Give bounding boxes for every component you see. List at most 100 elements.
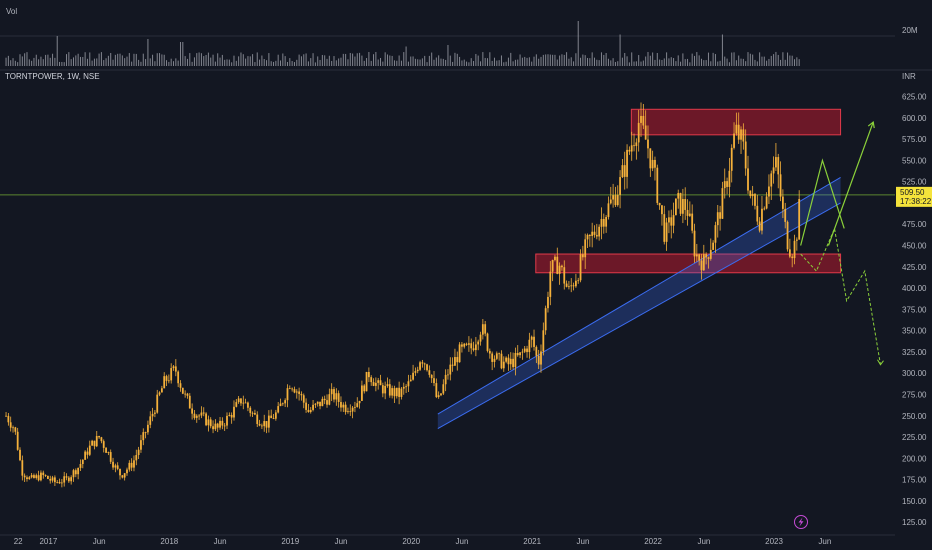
candle-body: [202, 412, 205, 414]
volume-bar: [591, 52, 593, 66]
candle-body: [235, 402, 238, 407]
candle-body: [240, 398, 242, 404]
volume-bar: [791, 55, 793, 66]
volume-bar: [259, 59, 261, 66]
volume-bar: [752, 54, 754, 66]
candle-body: [137, 449, 140, 456]
candle-body: [688, 213, 691, 216]
volume-bar: [707, 52, 709, 66]
candle-body: [151, 413, 154, 417]
candle-body: [747, 168, 749, 191]
candle-body: [644, 125, 647, 140]
volume-bar: [126, 56, 128, 66]
candle-body: [551, 260, 554, 272]
time-axis[interactable]: 22 2017 Jun 2018 Jun 2019 Jun 2020 Jun 2021 Jun 202…: [0, 534, 895, 546]
candle-body: [714, 225, 717, 243]
candle-body: [158, 392, 161, 395]
volume-bar: [228, 59, 230, 66]
volume-bar: [728, 62, 730, 66]
volume-bar: [168, 61, 170, 66]
candle-body: [742, 129, 745, 142]
candle-body: [393, 388, 396, 397]
candle-body: [256, 414, 259, 424]
candle-body: [74, 470, 77, 475]
volume-bar: [614, 61, 616, 66]
candle-body: [602, 219, 605, 227]
candle-body: [628, 149, 631, 152]
volume-bar: [210, 57, 212, 66]
projection-lines[interactable]: [800, 120, 884, 366]
candle-body: [465, 343, 468, 345]
candle-body: [630, 145, 633, 152]
volume-bar: [226, 59, 228, 66]
candle-body: [33, 475, 35, 478]
volume-bar: [545, 54, 547, 66]
volume-bar: [331, 60, 333, 66]
volume-bar: [719, 60, 721, 66]
volume-bar: [207, 52, 209, 66]
lightning-bolt-icon[interactable]: [794, 515, 808, 529]
volume-bar: [217, 53, 219, 66]
candle-body: [402, 386, 405, 389]
candle-body: [265, 421, 268, 428]
volume-bar: [489, 52, 491, 66]
volume-bar: [710, 61, 712, 66]
volume-bar: [638, 55, 640, 66]
volume-bar: [482, 52, 484, 66]
volume-bar: [696, 52, 698, 66]
candle-body: [135, 455, 138, 461]
volume-bar: [31, 60, 33, 66]
price-axis[interactable]: 625.00600.00575.00550.00525.00500.00475.…: [902, 93, 927, 528]
candle-body: [730, 147, 733, 171]
volume-bar: [691, 53, 693, 66]
candle-body: [88, 445, 91, 455]
volume-bar: [721, 34, 723, 66]
volume-bar: [645, 56, 647, 66]
last-price-tag-bg: [896, 186, 932, 207]
candle-body: [526, 348, 528, 353]
volume-bar: [768, 58, 770, 66]
candle-body: [668, 217, 670, 223]
candle-body: [19, 449, 21, 461]
volume-bar: [624, 53, 626, 66]
candle-body: [5, 415, 7, 417]
volume-bar: [312, 53, 314, 66]
volume-bar: [286, 61, 288, 66]
candle-body: [414, 371, 417, 373]
candle-body: [300, 393, 303, 396]
candle-body: [70, 477, 73, 482]
volume-bar: [249, 56, 251, 66]
y-tick-label: 450.00: [902, 242, 927, 251]
volume-bar: [56, 36, 58, 66]
y-tick-label: 350.00: [902, 327, 927, 336]
volume-bar: [684, 59, 686, 66]
volume-bar: [459, 56, 461, 66]
volume-bar: [556, 59, 558, 66]
volume-bar: [566, 52, 568, 66]
volume-bar: [142, 53, 144, 66]
volume-bar: [656, 52, 658, 66]
volume-bar: [584, 55, 586, 66]
candle-body: [112, 461, 114, 468]
candle-body: [479, 334, 482, 342]
candle-body: [400, 388, 403, 397]
volume-bar: [352, 53, 354, 66]
volume-bar: [568, 58, 570, 66]
candle-body: [14, 427, 17, 432]
volume-bar: [582, 54, 584, 66]
y-tick-label: 225.00: [902, 433, 927, 442]
candle-body: [798, 198, 801, 240]
volume-bar: [559, 55, 561, 66]
candle-body: [81, 459, 84, 465]
volume-bar: [254, 62, 256, 66]
volume-bar: [570, 57, 572, 66]
volume-bar: [617, 61, 619, 66]
candle-body: [637, 122, 640, 143]
candle-body: [254, 413, 256, 415]
candle-body: [574, 280, 577, 287]
y-tick-label: 175.00: [902, 476, 927, 485]
candle-body: [512, 358, 514, 368]
volume-bar: [114, 54, 116, 66]
candle-body: [702, 254, 705, 271]
